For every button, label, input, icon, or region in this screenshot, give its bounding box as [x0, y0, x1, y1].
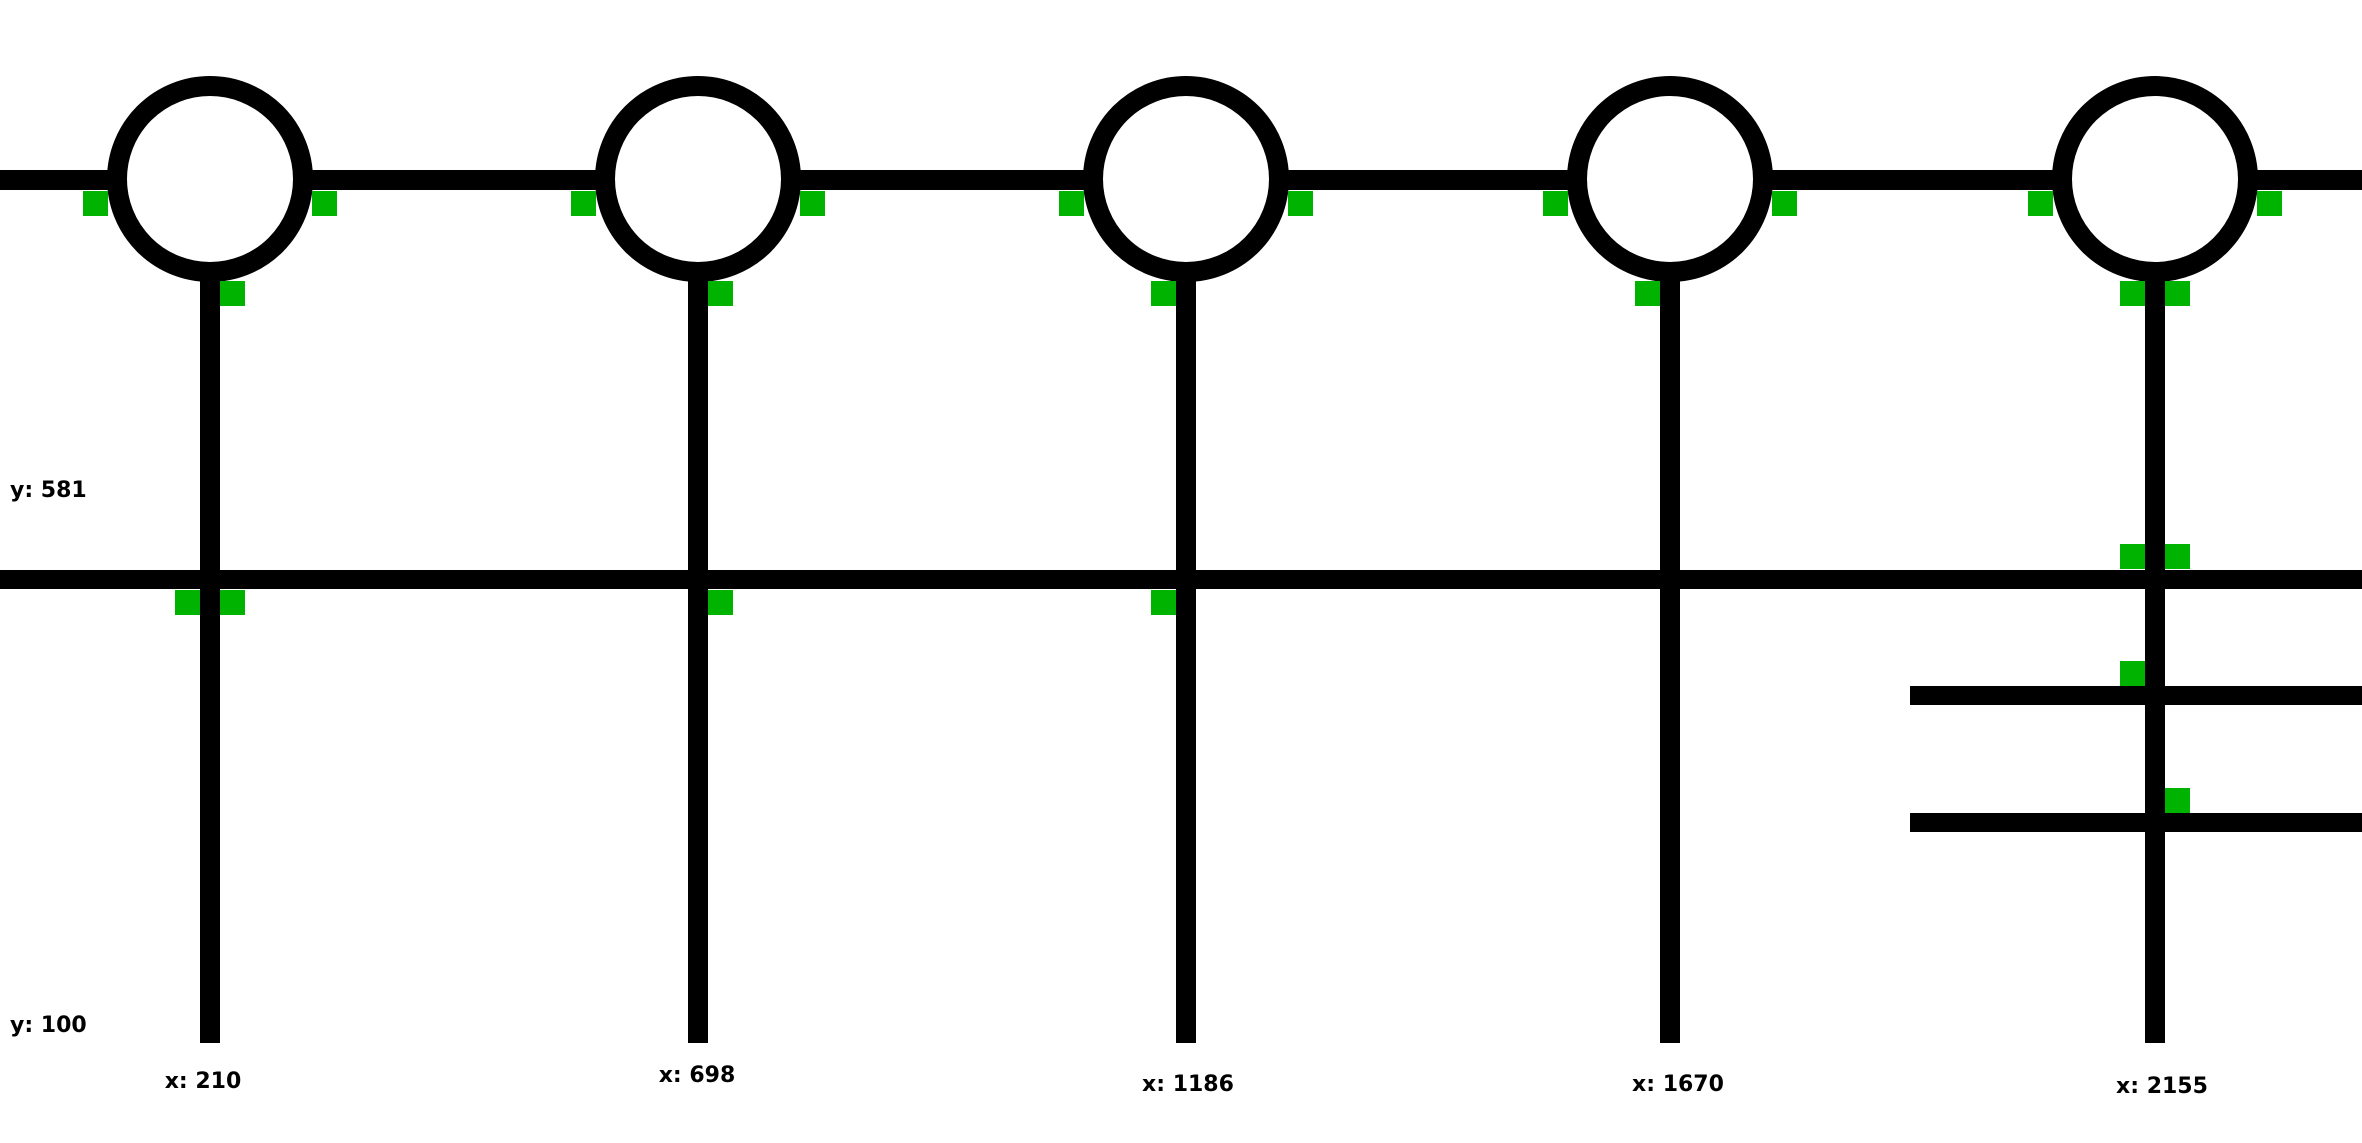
circle-node-4 [1567, 76, 1773, 282]
stem-4 [1660, 270, 1680, 1043]
marker [1635, 281, 1660, 306]
marker [83, 191, 108, 216]
marker [2165, 788, 2190, 813]
stem-5 [2145, 270, 2165, 1043]
y-label-lower: y: 100 [10, 1013, 87, 1038]
marker [1543, 191, 1568, 216]
circle-node-1 [107, 76, 313, 282]
marker [800, 191, 825, 216]
marker [312, 191, 337, 216]
marker [2120, 544, 2145, 569]
top-line [0, 170, 2362, 190]
top-line-segment [1284, 170, 1572, 190]
marker [2165, 281, 2190, 306]
right-line-1 [1910, 686, 2362, 705]
x-label-4: x: 1670 [1632, 1072, 1724, 1097]
vertical-stems [200, 270, 2165, 1043]
x-label-5: x: 2155 [2116, 1074, 2208, 1099]
marker [2165, 544, 2190, 569]
circle-node-3 [1083, 76, 1289, 282]
markers [83, 191, 2282, 813]
marker [1151, 590, 1176, 615]
circle-node-2 [595, 76, 801, 282]
marker [2257, 191, 2282, 216]
marker [1151, 281, 1176, 306]
stem-1 [200, 270, 220, 1043]
right-line-2 [1910, 813, 2362, 832]
marker [2120, 281, 2145, 306]
marker [220, 590, 245, 615]
stem-3 [1176, 270, 1196, 1043]
marker [1772, 191, 1797, 216]
marker [2120, 661, 2145, 686]
marker [1059, 191, 1084, 216]
x-label-2: x: 698 [659, 1063, 736, 1088]
x-label-3: x: 1186 [1142, 1072, 1234, 1097]
top-line-segment [0, 170, 112, 190]
marker [708, 590, 733, 615]
marker [2028, 191, 2053, 216]
marker [1288, 191, 1313, 216]
stem-2 [688, 270, 708, 1043]
x-label-1: x: 210 [165, 1069, 242, 1094]
marker [175, 590, 200, 615]
top-line-segment [308, 170, 601, 190]
marker [220, 281, 245, 306]
marker [708, 281, 733, 306]
circle-node-5 [2052, 76, 2258, 282]
circles [107, 76, 2258, 282]
top-line-segment [2254, 170, 2362, 190]
y-label-upper: y: 581 [10, 478, 87, 503]
marker [571, 191, 596, 216]
top-line-segment [797, 170, 1090, 190]
top-line-segment [1768, 170, 2056, 190]
